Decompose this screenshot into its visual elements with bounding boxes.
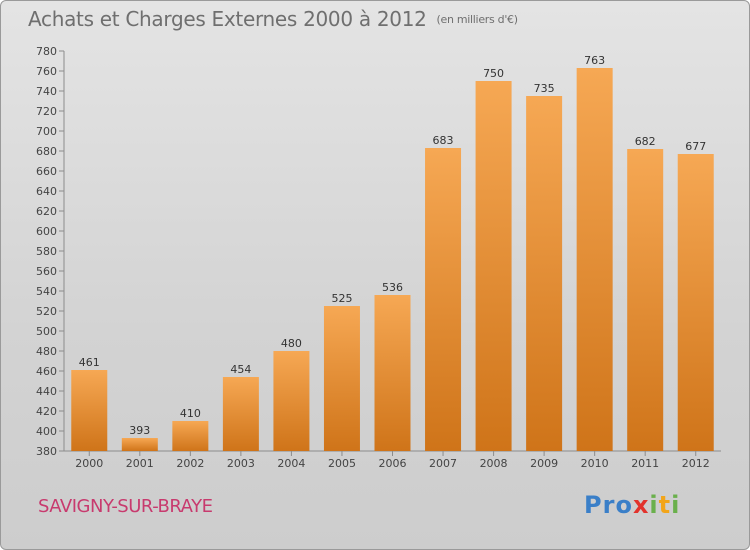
- axes: 380 400 420 440 460 480 500 520 540 560 580 600 620 6…: [36, 45, 721, 470]
- logo-letter: i: [671, 491, 681, 519]
- y-tick-label: 580: [36, 245, 57, 258]
- bar-value-label: 536: [382, 281, 403, 294]
- x-tick-label: 2006: [379, 457, 407, 470]
- y-tick-label: 540: [36, 285, 57, 298]
- x-tick-label: 2008: [480, 457, 508, 470]
- y-tick-label: 380: [36, 445, 57, 458]
- chart-title-text: Achats et Charges Externes 2000 à 2012: [28, 7, 427, 31]
- x-tick-label: 2011: [631, 457, 659, 470]
- logo-letter: t: [658, 491, 672, 519]
- bar: [323, 306, 360, 451]
- logo-letter: i: [649, 491, 659, 519]
- bar: [374, 295, 411, 451]
- y-tick-label: 480: [36, 345, 57, 358]
- x-tick-label: 2012: [682, 457, 710, 470]
- y-tick-label: 520: [36, 305, 57, 318]
- bar-value-label: 763: [584, 54, 605, 67]
- bar-value-label: 480: [281, 337, 302, 350]
- y-tick-label: 420: [36, 405, 57, 418]
- y-tick-label: 660: [36, 165, 57, 178]
- x-tick-label: 2004: [277, 457, 305, 470]
- bar: [677, 154, 714, 451]
- x-tick-label: 2002: [176, 457, 204, 470]
- y-tick-label: 600: [36, 225, 57, 238]
- x-tick-label: 2000: [75, 457, 103, 470]
- bar-value-label: 454: [230, 363, 251, 376]
- logo-letter: x: [632, 491, 650, 519]
- y-tick-label: 780: [36, 45, 57, 58]
- bar-value-label: 735: [534, 82, 555, 95]
- x-tick-label: 2010: [581, 457, 609, 470]
- bar: [627, 149, 664, 451]
- bar: [576, 68, 613, 451]
- bar-value-label: 750: [483, 67, 504, 80]
- bar: [273, 351, 310, 451]
- y-tick-label: 500: [36, 325, 57, 338]
- y-tick-label: 460: [36, 365, 57, 378]
- x-tick-label: 2005: [328, 457, 356, 470]
- logo-letter: o: [615, 491, 633, 519]
- y-tick-label: 680: [36, 145, 57, 158]
- bar-value-label: 393: [129, 424, 150, 437]
- x-tick-label: 2001: [126, 457, 154, 470]
- bar: [121, 438, 158, 451]
- y-tick-label: 640: [36, 185, 57, 198]
- y-tick-label: 720: [36, 105, 57, 118]
- logo-letter: r: [602, 491, 616, 519]
- bar-value-label: 461: [79, 356, 100, 369]
- y-tick-label: 560: [36, 265, 57, 278]
- bar-value-label: 677: [685, 140, 706, 153]
- proxiti-logo: Proxiti: [584, 491, 680, 519]
- bar-value-label: 525: [331, 292, 352, 305]
- bar: [526, 96, 563, 451]
- chart-unit-label: (en milliers d'€): [436, 13, 518, 26]
- x-tick-label: 2003: [227, 457, 255, 470]
- place-name: SAVIGNY-SUR-BRAYE: [38, 496, 213, 517]
- bar: [475, 81, 512, 451]
- x-tick-label: 2007: [429, 457, 457, 470]
- bar-value-label: 683: [433, 134, 454, 147]
- bar: [71, 370, 108, 451]
- bars: 461 393 410 454 480 525 536 683 750 735 763 682 677: [71, 54, 714, 451]
- logo-letter: P: [584, 491, 603, 519]
- y-tick-label: 400: [36, 425, 57, 438]
- bar: [222, 377, 259, 451]
- y-tick-label: 440: [36, 385, 57, 398]
- y-tick-label: 620: [36, 205, 57, 218]
- y-tick-label: 700: [36, 125, 57, 138]
- bar: [172, 421, 209, 451]
- bar: [425, 148, 462, 451]
- y-tick-label: 740: [36, 85, 57, 98]
- x-tick-label: 2009: [530, 457, 558, 470]
- y-tick-label: 760: [36, 65, 57, 78]
- chart-title: Achats et Charges Externes 2000 à 2012 (e…: [28, 7, 518, 31]
- bar-value-label: 682: [635, 135, 656, 148]
- bar-value-label: 410: [180, 407, 201, 420]
